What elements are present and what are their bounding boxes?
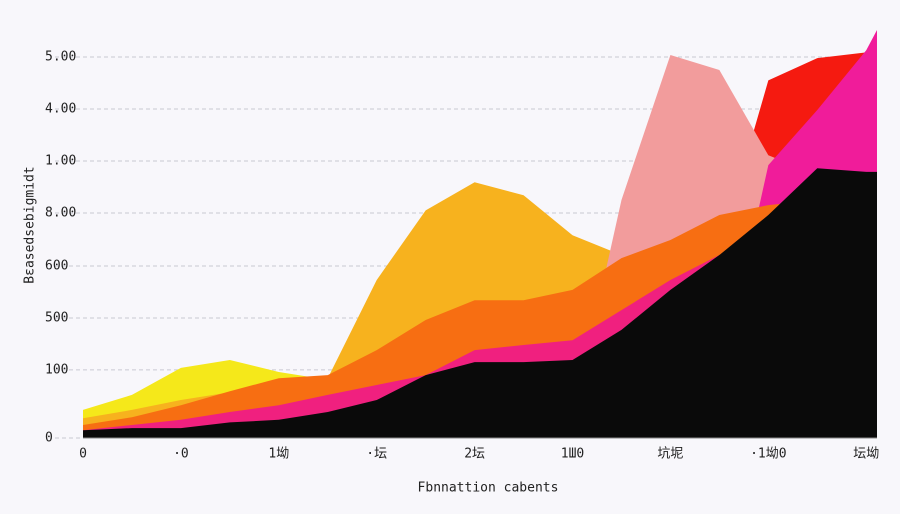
labels: 0 100 500 600 8.00 1.00 4.00 5.00 0 ·0 1坳 ·坛 2坛 1Ш0 坑坭…: [45, 50, 879, 462]
y-tick-label: 600: [45, 258, 68, 273]
x-tick-label: 2坛: [464, 447, 485, 462]
y-axis-label: Bεasedsebigmidt: [23, 166, 38, 283]
x-tick-label: ·1坳0: [750, 447, 786, 462]
x-tick-label: 坑坭: [657, 447, 683, 462]
x-tick-label: 1坳: [268, 447, 289, 462]
x-tick-label: 坛坳: [853, 447, 879, 462]
x-tick-label: 0: [79, 447, 87, 462]
y-tick-label: 5.00: [45, 50, 76, 65]
y-tick-label: 8.00: [45, 205, 76, 220]
x-tick-label: ·0: [173, 447, 189, 462]
y-tick-label: 100: [45, 362, 68, 377]
x-tick-label: ·坛: [366, 447, 387, 462]
area: [83, 168, 877, 438]
y-tick-label: 4.00: [45, 102, 76, 117]
x-axis-label: Fbnnattion cabents: [418, 481, 559, 496]
y-tick-label: 500: [45, 310, 68, 325]
areas: [83, 30, 877, 439]
y-tick-label: 0: [45, 431, 53, 446]
y-tick-label: 1.00: [45, 153, 76, 168]
x-tick-label: 1Ш0: [561, 447, 584, 462]
